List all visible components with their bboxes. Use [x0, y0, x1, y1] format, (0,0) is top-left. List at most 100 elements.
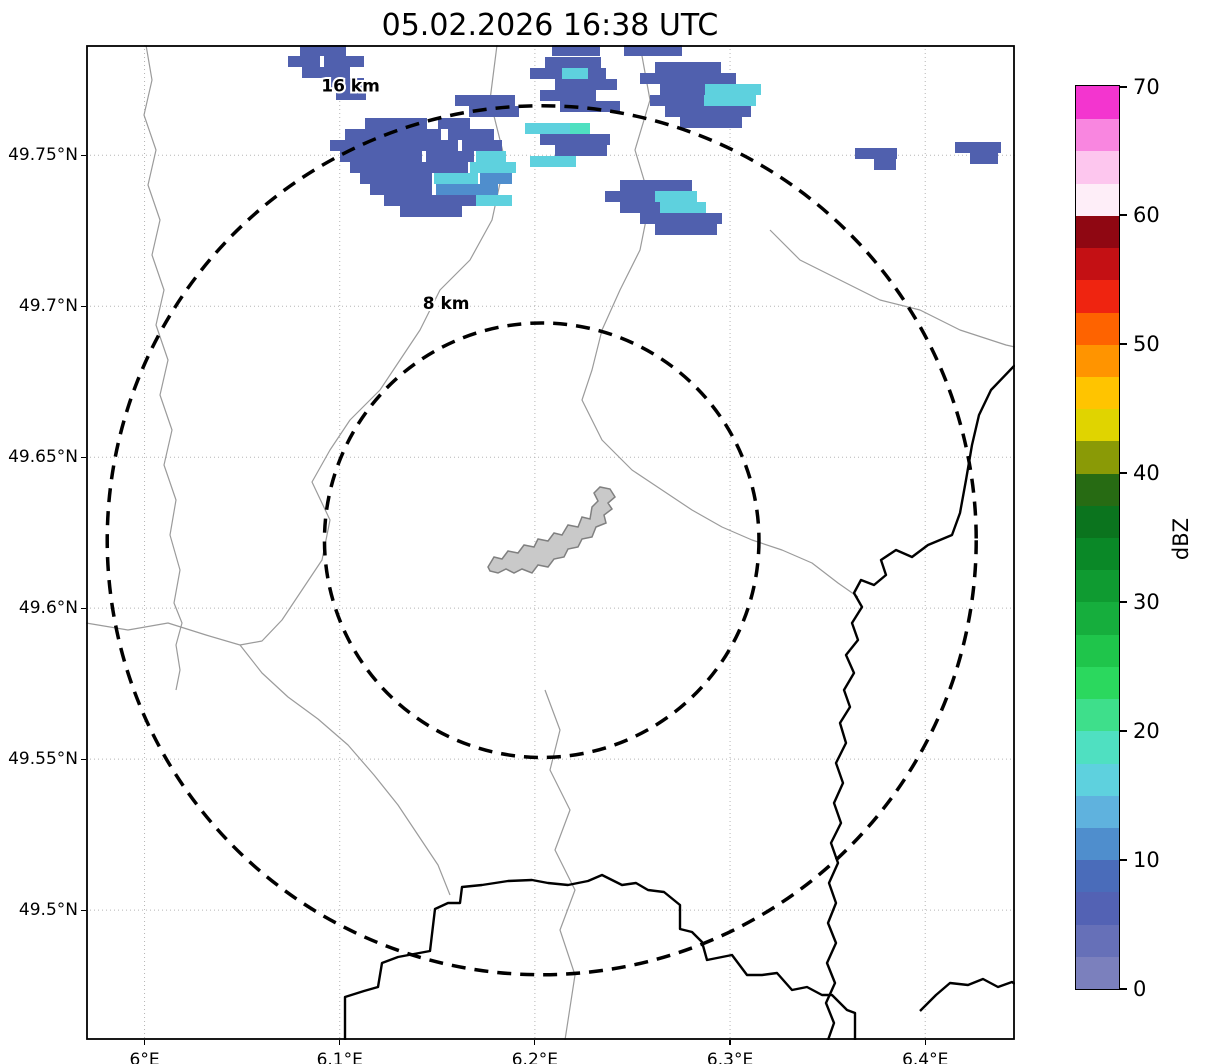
- y-tick: [81, 305, 86, 307]
- colorbar-segment: [1076, 730, 1119, 764]
- radar-cell: [540, 90, 596, 101]
- city-area: [487, 486, 616, 574]
- colorbar-segment: [1076, 247, 1119, 281]
- colorbar-tick-label: 30: [1133, 589, 1160, 614]
- radar-cell: [438, 118, 470, 129]
- colorbar-segment: [1076, 440, 1119, 474]
- radar-cell: [955, 142, 1001, 153]
- x-tick: [339, 1040, 341, 1045]
- radar-cell: [470, 162, 516, 173]
- radar-cell: [655, 224, 717, 235]
- radar-cell: [525, 123, 587, 134]
- radar-cell: [655, 62, 721, 73]
- radar-cell: [462, 140, 502, 151]
- radar-cell: [480, 173, 512, 184]
- country-border: [824, 364, 1015, 1040]
- radar-cell: [555, 145, 607, 156]
- x-tick-label: 6.1°E: [316, 1050, 363, 1064]
- radar-cell: [545, 57, 601, 68]
- colorbar-segment: [1076, 150, 1119, 184]
- radar-cell: [365, 118, 427, 129]
- radar-cell: [624, 45, 682, 56]
- colorbar-tick-label: 60: [1133, 203, 1160, 228]
- x-tick: [729, 1040, 731, 1045]
- colorbar-segment: [1076, 827, 1119, 861]
- colorbar-segment: [1076, 601, 1119, 635]
- radar-cell: [555, 79, 617, 90]
- colorbar-tick-label: 70: [1133, 74, 1160, 99]
- colorbar-segment: [1076, 311, 1119, 345]
- admin-border: [239, 45, 506, 646]
- x-tick-label: 6.4°E: [902, 1050, 949, 1064]
- radar-cell: [469, 106, 519, 117]
- radar-cell: [605, 191, 657, 202]
- radar-cell: [560, 101, 620, 112]
- colorbar-segment: [1076, 891, 1119, 925]
- x-tick-label: 6°E: [129, 1050, 160, 1064]
- colorbar-tick-label: 50: [1133, 332, 1160, 357]
- radar-cell: [370, 184, 432, 195]
- radar-cell: [620, 180, 692, 191]
- radar-cell: [530, 156, 576, 167]
- country-border: [343, 873, 857, 1040]
- colorbar-segment: [1076, 537, 1119, 571]
- radar-cell: [970, 153, 998, 164]
- colorbar-segment: [1076, 215, 1119, 249]
- range-ring: [105, 103, 978, 977]
- colorbar-segment: [1076, 859, 1119, 893]
- radar-cell: [650, 95, 706, 106]
- radar-cell: [300, 45, 346, 56]
- colorbar-tick-label: 10: [1133, 847, 1160, 872]
- radar-cell: [448, 129, 494, 140]
- radar-cell: [326, 78, 364, 89]
- colorbar: [1075, 85, 1120, 990]
- radar-cell: [874, 159, 896, 170]
- colorbar-tick: [1120, 214, 1127, 217]
- radar-cell: [345, 129, 441, 140]
- radar-cell: [336, 89, 366, 100]
- colorbar-segment: [1076, 118, 1119, 152]
- axes-border: [86, 45, 1015, 1040]
- colorbar-tick: [1120, 343, 1127, 346]
- radar-cell: [620, 202, 662, 213]
- radar-cell: [360, 173, 432, 184]
- radar-cell: [434, 173, 478, 184]
- radar-cell: [562, 68, 588, 79]
- y-tick-label: 49.7°N: [18, 296, 78, 317]
- colorbar-segment: [1076, 279, 1119, 313]
- radar-cell: [660, 202, 706, 213]
- radar-cell: [855, 148, 897, 159]
- radar-cell: [540, 134, 610, 145]
- colorbar-segment: [1076, 795, 1119, 828]
- range-ring: [322, 321, 761, 760]
- admin-border: [86, 622, 451, 896]
- colorbar-segment: [1076, 666, 1119, 700]
- colorbar-segment: [1076, 698, 1119, 732]
- radar-cell: [340, 151, 422, 162]
- radar-cell: [330, 140, 458, 151]
- colorbar-segment: [1076, 956, 1119, 989]
- colorbar-segment: [1076, 86, 1119, 120]
- colorbar-tick: [1120, 729, 1127, 732]
- colorbar-tick-label: 40: [1133, 461, 1160, 486]
- radar-cell: [324, 56, 364, 67]
- colorbar-segment: [1076, 923, 1119, 957]
- radar-cell: [655, 191, 697, 202]
- radar-cell: [665, 106, 751, 117]
- radar-cell: [426, 151, 474, 162]
- colorbar-tick: [1120, 987, 1127, 990]
- y-tick-label: 49.6°N: [18, 598, 78, 619]
- colorbar-segment: [1076, 634, 1119, 667]
- colorbar-tick-label: 20: [1133, 718, 1160, 743]
- colorbar-tick: [1120, 85, 1127, 88]
- radar-cell: [660, 84, 706, 95]
- radar-cell: [640, 73, 736, 84]
- y-tick: [81, 154, 86, 156]
- radar-cell: [476, 151, 506, 162]
- radar-cell: [680, 117, 742, 128]
- colorbar-tick: [1120, 600, 1127, 603]
- range-ring-label: 8 km: [423, 294, 470, 314]
- y-tick: [81, 909, 86, 911]
- y-tick: [81, 758, 86, 760]
